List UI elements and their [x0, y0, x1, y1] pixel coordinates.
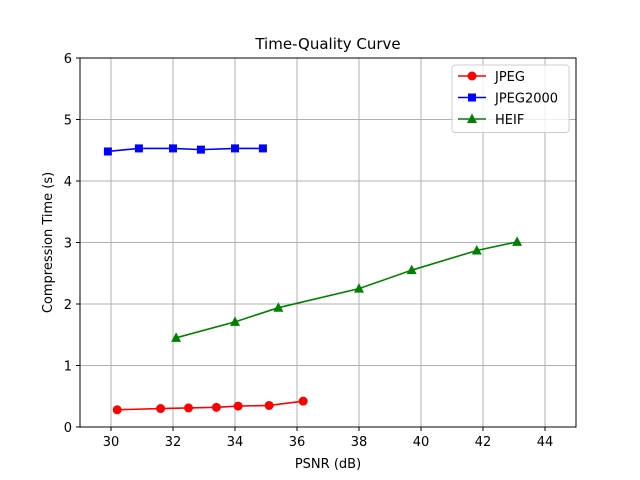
- legend-label: JPEG2000: [494, 92, 558, 107]
- x-tick-label: 42: [475, 435, 492, 450]
- legend-marker: [467, 113, 477, 123]
- heif-point: [273, 302, 284, 312]
- x-tick-label: 30: [103, 435, 120, 450]
- y-tick-label: 3: [64, 237, 72, 252]
- x-tick-label: 38: [351, 435, 368, 450]
- jpeg2000-point: [258, 144, 267, 153]
- jpeg-point: [184, 403, 193, 413]
- jpeg2000-point: [231, 144, 239, 153]
- series-heif: [171, 236, 523, 342]
- jpeg2000-point: [169, 144, 177, 153]
- y-tick-label: 1: [64, 360, 72, 375]
- legend-marker: [467, 71, 477, 81]
- legend-item-jpeg2000: JPEG2000: [458, 92, 558, 107]
- jpeg-point: [298, 396, 308, 406]
- jpeg-point: [233, 401, 243, 411]
- chart-title: Time-Quality Curve: [254, 35, 400, 53]
- x-tick-label: 44: [537, 435, 554, 450]
- jpeg2000-point: [196, 145, 205, 154]
- y-tick-label: 2: [64, 298, 72, 313]
- legend: JPEG JPEG2000 HEIF: [451, 64, 570, 133]
- heif-point: [512, 236, 523, 246]
- y-tick-label: 4: [64, 175, 72, 190]
- jpeg-point: [264, 400, 274, 410]
- jpeg2000-line: [107, 147, 263, 153]
- x-axis-title: PSNR (dB): [295, 457, 361, 472]
- series-layer: [103, 144, 523, 415]
- series-jpeg: [112, 396, 308, 415]
- heif-point: [406, 264, 417, 275]
- y-axis-title: Compression Time (s): [41, 172, 56, 313]
- jpeg2000-point: [134, 144, 143, 153]
- jpeg-point: [211, 402, 221, 412]
- heif-point: [471, 244, 482, 255]
- series-jpeg2000: [103, 144, 267, 156]
- legend-item-heif: HEIF: [458, 113, 524, 128]
- x-tick-label: 40: [413, 435, 430, 450]
- x-tick-label: 34: [227, 435, 244, 450]
- legend-label: JPEG: [494, 70, 525, 85]
- y-tick-label: 5: [64, 114, 72, 129]
- x-tick-label: 32: [165, 435, 182, 450]
- heif-point: [354, 283, 364, 293]
- heif-point: [171, 332, 182, 342]
- heif-point: [230, 316, 240, 326]
- x-tick-label: 36: [289, 435, 306, 450]
- jpeg-point: [112, 405, 122, 415]
- legend-item-jpeg: JPEG: [458, 70, 525, 85]
- y-tick-label: 6: [64, 52, 72, 67]
- y-tick-label: 0: [64, 421, 72, 436]
- legend-marker: [468, 93, 476, 102]
- jpeg-point: [156, 404, 166, 414]
- legend-label: HEIF: [495, 113, 524, 128]
- legend-box: [451, 64, 570, 133]
- jpeg2000-point: [103, 147, 112, 156]
